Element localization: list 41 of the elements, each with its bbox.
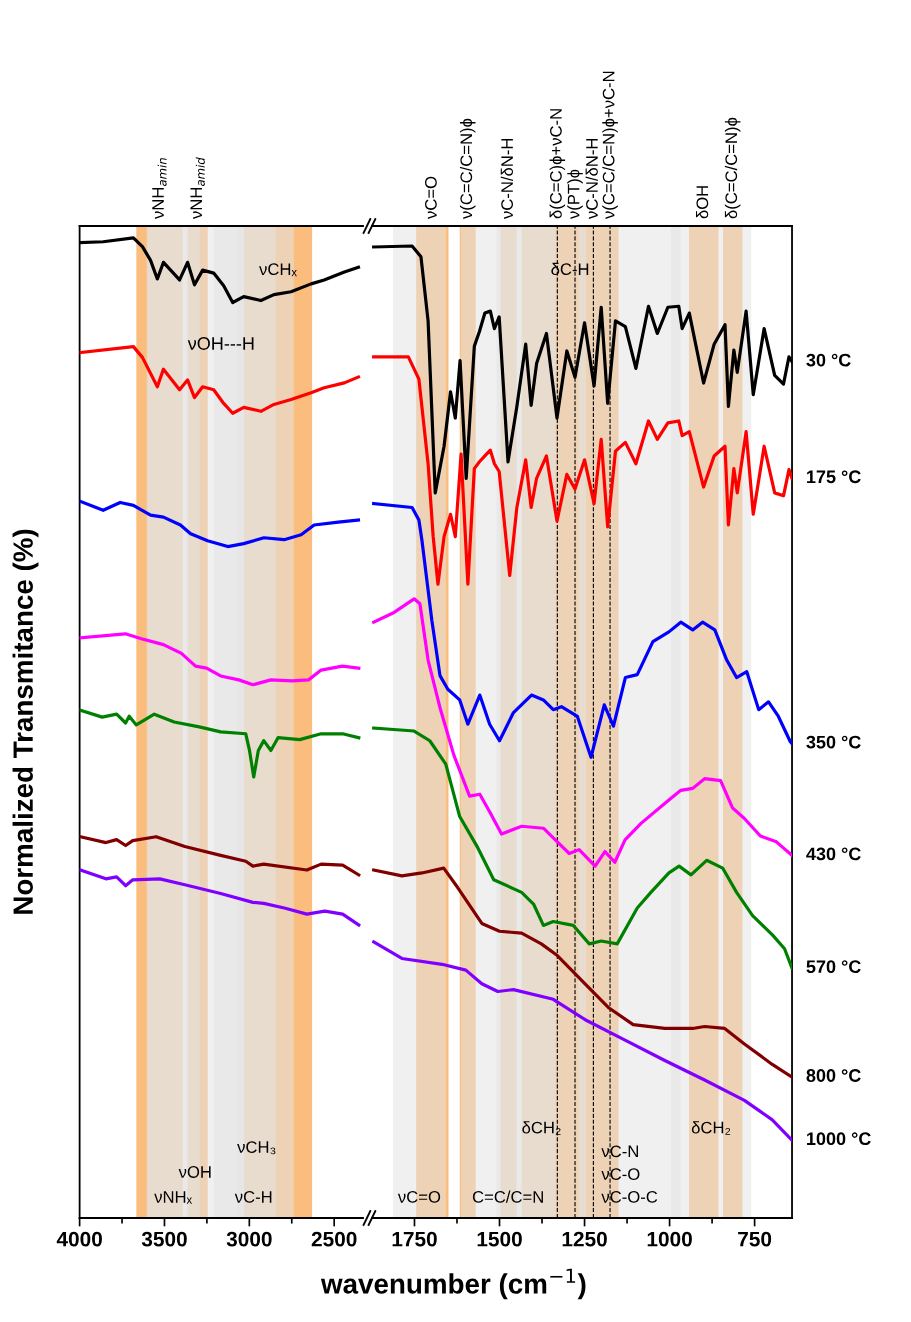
x-tick-label: 1250 <box>562 1231 607 1247</box>
band-label: δ(C=C/C=N)ϕ <box>724 117 741 219</box>
band-label: δCH₂ <box>691 1121 731 1135</box>
band-label: νNHₓ <box>154 1191 193 1204</box>
x-tick-label: 1000 <box>647 1231 692 1247</box>
y-axis-title: Normalized Transmitance (%) <box>12 529 39 914</box>
ref-line-label: ν(PT)ϕ <box>567 169 583 220</box>
band-label: δC-H <box>551 262 589 276</box>
band-label: νC-H <box>234 1191 272 1203</box>
band-label: δCH₂ <box>522 1121 561 1135</box>
x-tick-label: 1750 <box>392 1231 437 1247</box>
x-tick-label: 1500 <box>477 1231 522 1247</box>
ref-line-label: νC-N/δN-H <box>585 138 598 220</box>
ref-line-label: δ(C=C)ϕ+νC-N <box>549 109 566 219</box>
x-tick-label: 2500 <box>311 1231 357 1247</box>
x-tick-label: 3000 <box>226 1231 272 1247</box>
series-label: 800 °C <box>806 1069 861 1082</box>
series-label: 570 °C <box>806 960 861 974</box>
series-label: 350 °C <box>806 735 861 749</box>
x-tick-label: 3500 <box>141 1231 187 1247</box>
band-label: νNH$_{amin}$ <box>152 158 167 220</box>
x-tick-label: 750 <box>738 1231 772 1247</box>
band-label: νC-N/δN-H <box>500 138 513 220</box>
x-axis-title: wavenumber (cm$^{−1}$) <box>320 1268 586 1300</box>
series-label: 30 °C <box>806 353 851 367</box>
band-label: δOH <box>695 186 709 219</box>
band-label: νC-N νC-O νC-O-C <box>601 1145 658 1203</box>
x-tick-label: 4000 <box>56 1231 102 1247</box>
band-label: νC=O <box>397 1191 441 1203</box>
band-label: νCH₃ <box>237 1141 276 1155</box>
series-label: 1000 °C <box>807 1132 871 1146</box>
series-label: 430 °C <box>806 847 861 861</box>
series-label: 175 °C <box>807 470 861 484</box>
ref-line-label: ν(C=C/C=N)ϕ+νC-N <box>602 71 618 220</box>
band-label: νCHₓ <box>259 263 297 277</box>
band-label: C=C/C=N <box>472 1190 543 1203</box>
band-label: νC=O <box>425 176 437 220</box>
band-label: νNH$_{amid}$ <box>190 157 205 220</box>
annotation: νOH---H <box>187 337 254 350</box>
band-label: νOH <box>178 1166 211 1178</box>
band-label: ν(C=C/C=N)ϕ <box>459 118 476 220</box>
